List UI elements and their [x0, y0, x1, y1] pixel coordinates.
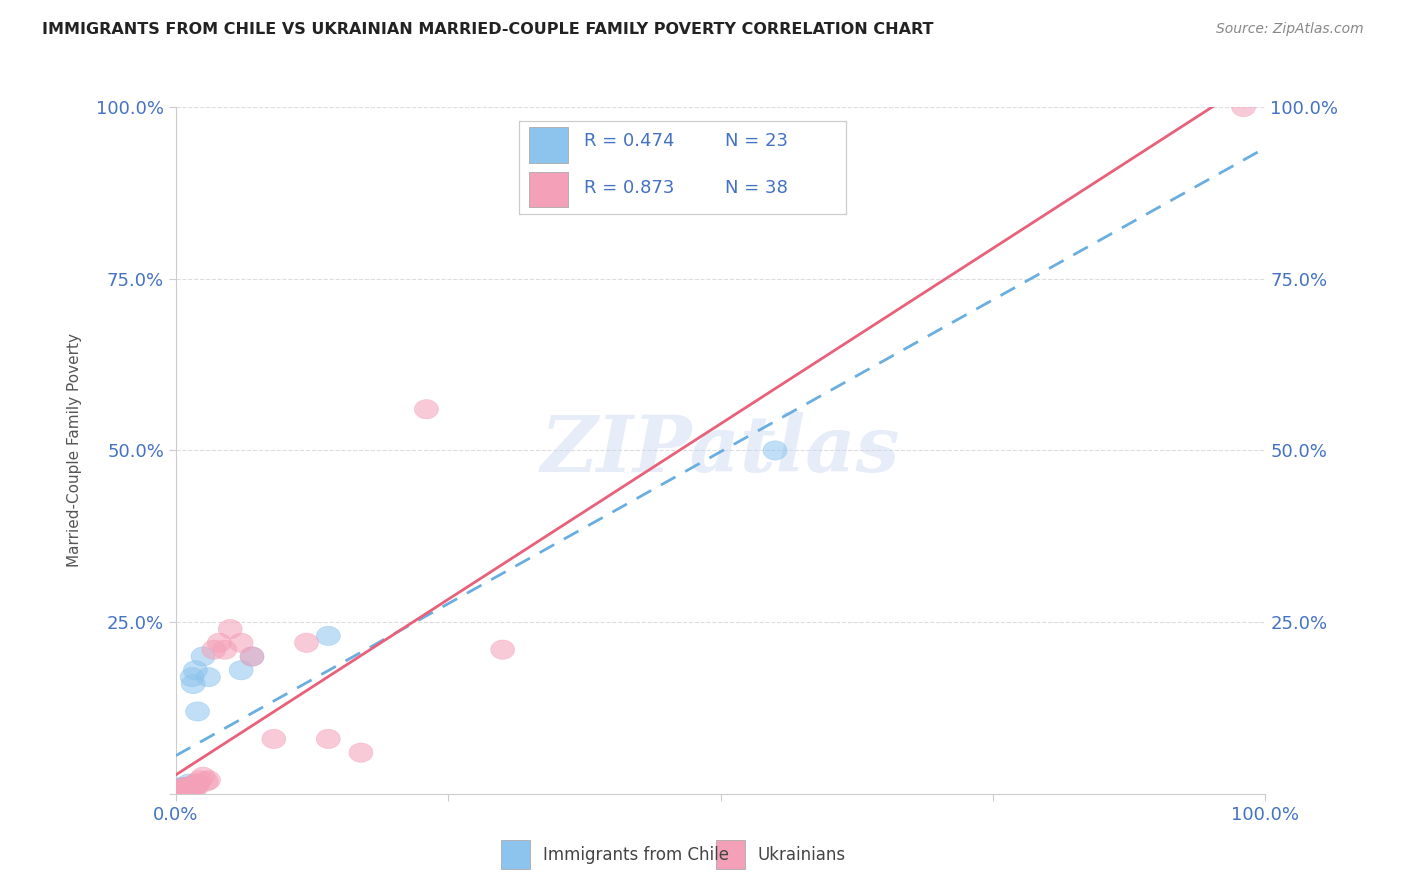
Ellipse shape: [183, 778, 207, 797]
Ellipse shape: [167, 779, 191, 798]
Ellipse shape: [181, 780, 205, 798]
Ellipse shape: [176, 779, 200, 798]
Ellipse shape: [316, 730, 340, 748]
Ellipse shape: [173, 778, 197, 797]
Ellipse shape: [169, 782, 193, 801]
Bar: [501, 840, 530, 869]
Ellipse shape: [176, 780, 200, 799]
Ellipse shape: [173, 782, 197, 801]
Text: Immigrants from Chile: Immigrants from Chile: [543, 846, 728, 863]
Ellipse shape: [191, 767, 215, 787]
Ellipse shape: [316, 626, 340, 646]
Ellipse shape: [194, 772, 218, 791]
Text: Source: ZipAtlas.com: Source: ZipAtlas.com: [1216, 22, 1364, 37]
Ellipse shape: [169, 778, 193, 797]
Ellipse shape: [202, 640, 226, 659]
Ellipse shape: [349, 743, 373, 763]
Ellipse shape: [172, 780, 195, 798]
Ellipse shape: [170, 780, 194, 800]
Ellipse shape: [240, 647, 264, 666]
Ellipse shape: [165, 782, 188, 801]
Ellipse shape: [262, 730, 285, 748]
Ellipse shape: [177, 778, 201, 797]
Ellipse shape: [491, 640, 515, 659]
Ellipse shape: [240, 647, 264, 666]
Ellipse shape: [294, 633, 319, 652]
Ellipse shape: [174, 779, 198, 798]
Ellipse shape: [166, 780, 190, 800]
Ellipse shape: [763, 441, 787, 460]
Ellipse shape: [179, 780, 202, 798]
Ellipse shape: [172, 780, 195, 798]
Ellipse shape: [169, 780, 193, 799]
Ellipse shape: [183, 661, 207, 680]
Ellipse shape: [177, 774, 201, 793]
Ellipse shape: [169, 779, 193, 798]
Ellipse shape: [169, 781, 193, 801]
Ellipse shape: [186, 774, 209, 793]
Ellipse shape: [174, 780, 198, 799]
Ellipse shape: [197, 667, 221, 687]
Ellipse shape: [179, 780, 202, 800]
Y-axis label: Married-Couple Family Poverty: Married-Couple Family Poverty: [67, 334, 82, 567]
Text: IMMIGRANTS FROM CHILE VS UKRAINIAN MARRIED-COUPLE FAMILY POVERTY CORRELATION CHA: IMMIGRANTS FROM CHILE VS UKRAINIAN MARRI…: [42, 22, 934, 37]
Ellipse shape: [188, 771, 212, 789]
Ellipse shape: [183, 774, 207, 793]
Bar: [716, 840, 745, 869]
Ellipse shape: [191, 647, 215, 666]
Ellipse shape: [1232, 97, 1256, 117]
Ellipse shape: [179, 776, 202, 796]
Ellipse shape: [229, 633, 253, 652]
Ellipse shape: [173, 780, 197, 800]
Ellipse shape: [181, 674, 205, 694]
Ellipse shape: [415, 400, 439, 419]
Ellipse shape: [180, 778, 204, 797]
Ellipse shape: [173, 778, 197, 797]
Ellipse shape: [207, 633, 232, 652]
Ellipse shape: [169, 780, 193, 800]
Ellipse shape: [229, 661, 253, 680]
Ellipse shape: [212, 640, 236, 659]
Ellipse shape: [170, 781, 194, 801]
Text: Ukrainians: Ukrainians: [758, 846, 846, 863]
Ellipse shape: [180, 667, 204, 687]
Ellipse shape: [184, 778, 208, 797]
Ellipse shape: [167, 781, 191, 801]
Ellipse shape: [166, 780, 190, 800]
Ellipse shape: [186, 702, 209, 721]
Text: ZIPatlas: ZIPatlas: [541, 412, 900, 489]
Ellipse shape: [197, 771, 221, 789]
Ellipse shape: [218, 619, 242, 639]
